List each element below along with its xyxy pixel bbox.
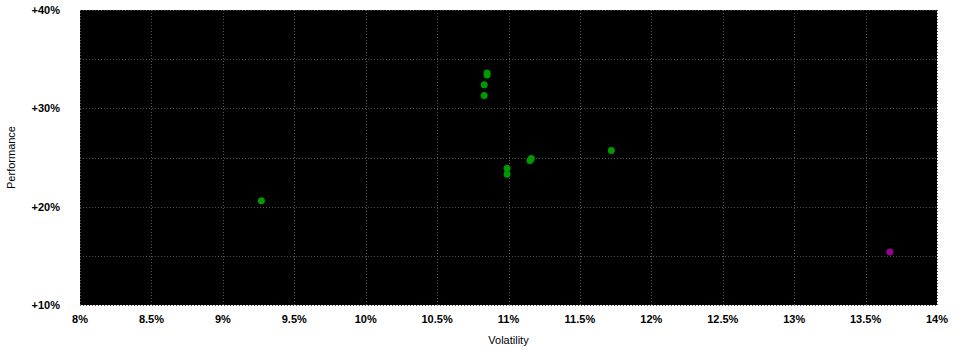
x-tick-label: 11% xyxy=(498,313,520,325)
point xyxy=(484,71,491,78)
grid-line xyxy=(80,108,937,109)
y-axis-title: Performance xyxy=(5,126,17,189)
grid-line xyxy=(80,59,937,60)
x-axis-title: Volatility xyxy=(488,334,529,346)
x-tick-label: 9.5% xyxy=(282,313,307,325)
grid-line xyxy=(723,10,724,305)
chart: 8% 8.5% 9% 9.5% 10% 10.5% 11% 11.5% 12% 12.5% 13% 1… xyxy=(0,0,966,350)
grid-line xyxy=(80,10,937,11)
x-tick-label: 12.5% xyxy=(707,313,738,325)
grid-line xyxy=(80,256,937,257)
grid-line xyxy=(80,10,81,305)
x-tick-label: 10% xyxy=(355,313,377,325)
point xyxy=(504,171,511,178)
y-tick-label: +10% xyxy=(32,299,61,311)
points xyxy=(258,69,893,255)
grid-line xyxy=(509,10,510,305)
grid-line xyxy=(580,10,581,305)
x-tick-label: 10.5% xyxy=(421,313,452,325)
point xyxy=(526,157,533,164)
grid-line xyxy=(651,10,652,305)
x-tick-label: 14% xyxy=(926,313,948,325)
x-tick-label: 8% xyxy=(72,313,88,325)
y-tick-label: +30% xyxy=(32,102,61,114)
grid-line xyxy=(151,10,152,305)
grid-line xyxy=(437,10,438,305)
grid-line xyxy=(366,10,367,305)
x-tick-label: 11.5% xyxy=(565,313,596,325)
point xyxy=(886,248,893,255)
plot-area xyxy=(80,10,937,305)
point xyxy=(608,147,615,154)
point xyxy=(481,81,488,88)
grid-line xyxy=(937,10,938,305)
y-tick-label: +20% xyxy=(32,201,61,213)
x-tick-label: 13% xyxy=(783,313,805,325)
x-tick-label: 9% xyxy=(215,313,231,325)
x-tick-label: 12% xyxy=(640,313,662,325)
grid-line xyxy=(866,10,867,305)
grid-line xyxy=(80,305,937,306)
grid-line xyxy=(794,10,795,305)
grid-line xyxy=(80,207,937,208)
grid-line xyxy=(223,10,224,305)
grid-line xyxy=(80,158,937,159)
grid-line xyxy=(294,10,295,305)
x-tick-label: 13.5% xyxy=(850,313,881,325)
point xyxy=(258,197,265,204)
x-tick-label: 8.5% xyxy=(139,313,164,325)
point xyxy=(481,92,488,99)
y-tick-label: +40% xyxy=(32,4,61,16)
